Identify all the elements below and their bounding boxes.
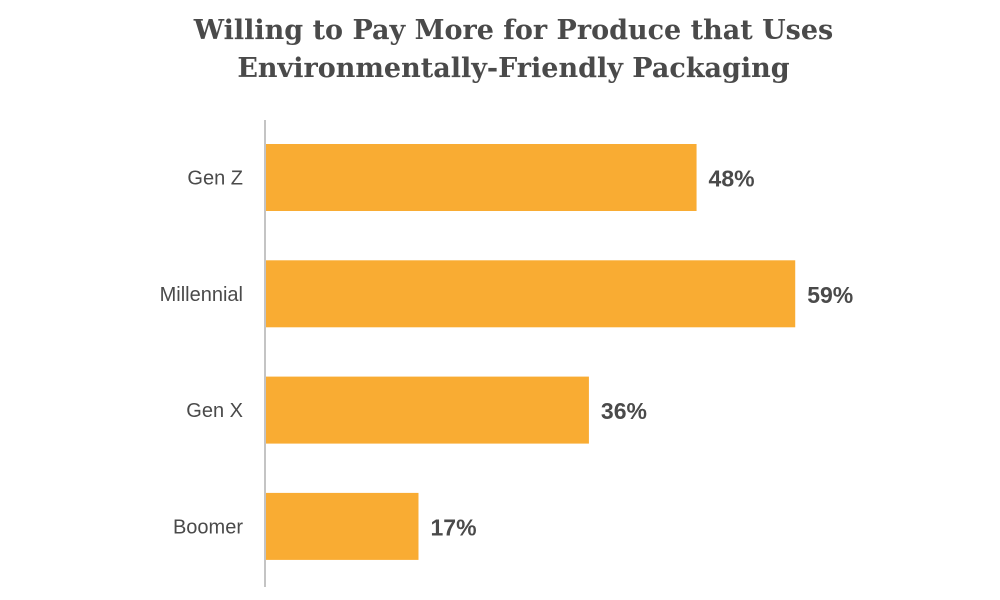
category-label: Boomer [173, 516, 243, 538]
data-label: 48% [709, 166, 755, 192]
bar-gen-x [266, 376, 589, 444]
bar-millennial [266, 260, 796, 328]
chart-title: Willing to Pay More for Produce that Use… [0, 12, 1000, 88]
chart-title-line-1: Willing to Pay More for Produce that Use… [193, 15, 834, 46]
bar-gen-z [266, 144, 697, 211]
chart-title-line-2: Environmentally-Friendly Packaging [237, 53, 790, 84]
category-label: Gen X [186, 400, 243, 422]
data-label: 36% [601, 398, 647, 424]
data-label: 17% [430, 514, 476, 540]
category-label: Millennial [160, 284, 243, 306]
bar-boomer [266, 492, 419, 560]
data-label: 59% [807, 282, 853, 308]
category-label: Gen Z [187, 168, 243, 190]
